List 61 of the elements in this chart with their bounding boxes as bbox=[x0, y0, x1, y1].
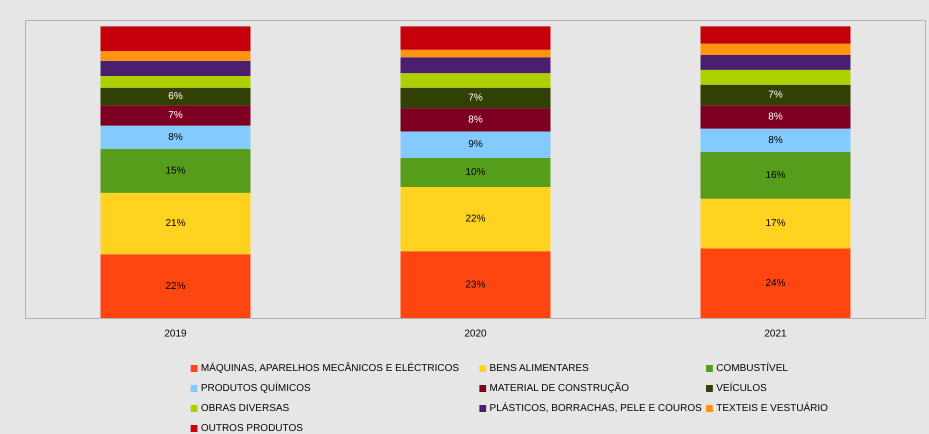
data-label: 8% bbox=[768, 134, 783, 146]
bar bbox=[100, 60, 250, 76]
data-label: 24% bbox=[765, 278, 786, 289]
data-label: 22% bbox=[165, 280, 186, 292]
data-label: 21% bbox=[165, 218, 186, 230]
data-label: 8% bbox=[768, 111, 783, 122]
legend-label: VEÍCULOS bbox=[716, 382, 768, 394]
bar bbox=[400, 73, 550, 88]
bar bbox=[400, 108, 550, 132]
bar bbox=[100, 192, 250, 254]
bar bbox=[100, 254, 250, 318]
bar bbox=[100, 76, 250, 88]
bar bbox=[100, 26, 250, 52]
legend-label: MÁQUINAS, APARELHOS MECÂNICOS E ELÉCTRICOS bbox=[200, 362, 460, 374]
bar bbox=[700, 84, 850, 106]
bar bbox=[400, 158, 550, 188]
bar bbox=[700, 44, 850, 55]
bar bbox=[400, 132, 550, 158]
data-label: 15% bbox=[165, 165, 186, 176]
data-label: 8% bbox=[168, 132, 183, 143]
bar bbox=[400, 251, 550, 318]
bar bbox=[100, 105, 250, 126]
bar bbox=[400, 88, 550, 108]
bar bbox=[100, 126, 250, 150]
data-label: 9% bbox=[468, 139, 483, 150]
legend-label: COMBUSTÍVEL bbox=[716, 362, 788, 374]
bar bbox=[700, 198, 850, 248]
data-label: 17% bbox=[765, 218, 786, 230]
legend-label: TEXTEIS E VESTUÁRIO bbox=[716, 402, 828, 414]
data-label: 10% bbox=[465, 166, 486, 178]
bar bbox=[400, 187, 550, 252]
data-label: 6% bbox=[168, 90, 183, 102]
data-label: 7% bbox=[168, 110, 183, 121]
bar bbox=[700, 105, 850, 129]
data-label: 22% bbox=[465, 214, 486, 225]
data-label: 8% bbox=[468, 114, 483, 126]
legend-label: PRODUTOS QUÍMICOS bbox=[200, 382, 312, 394]
bar bbox=[100, 88, 250, 106]
data-label: 23% bbox=[465, 279, 486, 290]
x-tick-label: 2020 bbox=[464, 328, 488, 340]
bar bbox=[400, 57, 550, 74]
data-label: 16% bbox=[765, 170, 786, 181]
bar bbox=[700, 70, 850, 85]
legend-label: OUTROS PRODUTOS bbox=[200, 423, 304, 434]
bar bbox=[700, 54, 850, 70]
bar bbox=[400, 26, 550, 50]
legend-label: MATERIAL DE CONSTRUÇÃO bbox=[490, 382, 630, 394]
bar bbox=[700, 128, 850, 152]
bar bbox=[700, 248, 850, 318]
x-tick-label: 2021 bbox=[764, 328, 788, 340]
legend-label: PLÁSTICOS, BORRACHAS, PELE E COUROS bbox=[490, 402, 702, 414]
bar bbox=[700, 26, 850, 44]
legend-label: OBRAS DIVERSAS bbox=[200, 403, 290, 414]
bar bbox=[400, 50, 550, 58]
x-tick-label: 2019 bbox=[164, 328, 188, 340]
bar bbox=[700, 152, 850, 199]
data-label: 7% bbox=[468, 92, 483, 104]
bar bbox=[100, 51, 250, 61]
bar bbox=[100, 149, 250, 193]
legend-label: BENS ALIMENTARES bbox=[490, 363, 590, 374]
data-label: 7% bbox=[768, 90, 783, 100]
